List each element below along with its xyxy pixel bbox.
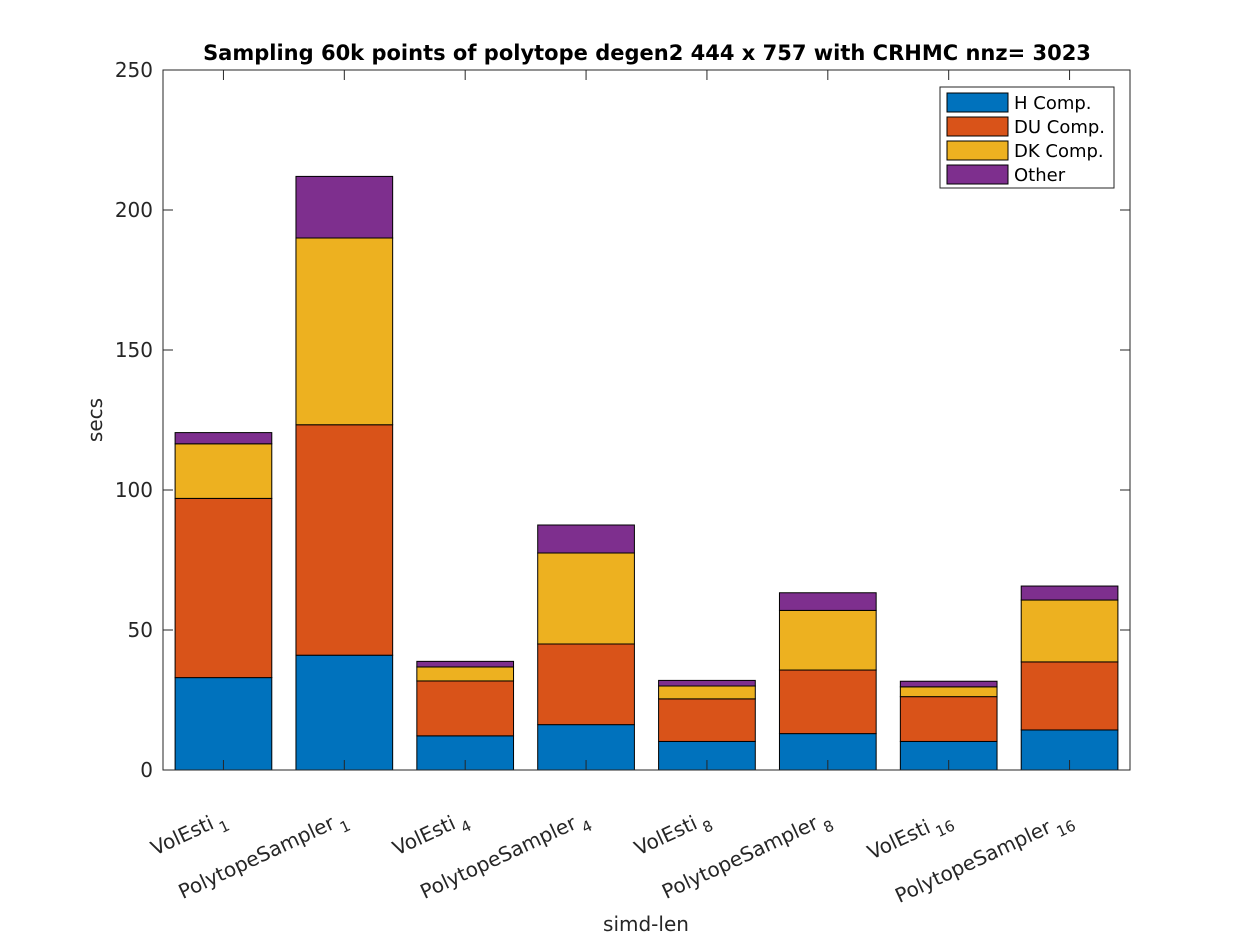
bar-segment-2-series-1	[295, 654, 394, 771]
x-tick-label-subscript: 8	[821, 817, 837, 837]
bar-segment-3-series-4	[416, 660, 515, 668]
bar-segment-5-series-2	[658, 698, 756, 742]
chart-title: Sampling 60k points of polytope degen2 4…	[203, 41, 1091, 65]
legend-label-2: DU Comp.	[1014, 117, 1105, 138]
legend-label-4: Other	[1014, 165, 1066, 186]
bar-segment-6-series-4	[778, 592, 877, 611]
bar-segment-5-series-3	[658, 685, 756, 700]
y-tick-label: 250	[115, 58, 153, 82]
legend: H Comp. DU Comp. DK Comp. Other	[939, 86, 1115, 189]
legend-swatch-3	[946, 140, 1009, 161]
bar-segment-8-series-3	[1020, 599, 1119, 663]
bar-segment-1-series-2	[174, 497, 273, 679]
bar-segment-2-series-4	[295, 175, 394, 239]
legend-label-3: DK Comp.	[1014, 141, 1104, 162]
axes-box	[162, 69, 1131, 771]
y-ticks-group: 0 50 100 150 200 250	[115, 58, 1130, 782]
bar-segment-6-series-3	[778, 609, 877, 671]
y-tick-label: 150	[115, 338, 153, 362]
x-tick-label-subscript: 4	[458, 817, 474, 837]
x-tick-label-text: VolEsti	[630, 811, 700, 861]
bar-segment-2-series-2	[295, 424, 394, 656]
y-tick-label: 0	[140, 758, 153, 782]
y-axis-label: secs	[83, 398, 107, 442]
bar-segment-3-series-2	[416, 680, 515, 737]
bar-segment-7-series-2	[899, 696, 998, 742]
bar-segment-1-series-3	[174, 443, 273, 499]
x-tick-label-text: VolEsti	[389, 811, 459, 861]
bars-group	[174, 175, 1119, 771]
y-tick-label: 100	[115, 478, 153, 502]
bar-segment-4-series-4	[537, 524, 635, 554]
bar-segment-1-series-4	[174, 432, 273, 445]
bar-segment-7-series-3	[899, 686, 998, 698]
bar-segment-3-series-3	[416, 666, 515, 682]
x-tick-label-subscript: 16	[1054, 817, 1079, 841]
bar-segment-7-series-4	[899, 680, 998, 688]
bar-segment-4-series-2	[537, 643, 635, 726]
bar-segment-4-series-3	[537, 552, 635, 645]
x-tick-label-text: VolEsti	[864, 815, 934, 865]
bar-segment-8-series-4	[1020, 585, 1119, 601]
x-tick-label-text: VolEsti	[147, 811, 217, 861]
x-tick-label-subscript: 8	[700, 817, 716, 837]
bar-segment-1-series-1	[174, 677, 273, 771]
x-tick-label: VolEsti8	[630, 805, 716, 867]
x-tick-label: VolEsti4	[389, 805, 475, 867]
bar-segment-2-series-3	[295, 237, 394, 426]
legend-swatch-4	[946, 164, 1009, 185]
legend-swatch-1	[946, 92, 1009, 113]
x-tick-label-subscript: 1	[216, 817, 232, 837]
legend-label-1: H Comp.	[1014, 93, 1092, 114]
x-tick-label-subscript: 1	[337, 817, 353, 837]
bar-segment-6-series-2	[778, 669, 877, 735]
bar-segment-8-series-2	[1020, 661, 1119, 731]
x-tick-label: VolEsti1	[147, 805, 233, 867]
x-tick-label-subscript: 16	[933, 817, 958, 841]
x-axis-label: simd-len	[603, 912, 689, 936]
bar-segment-5-series-4	[658, 679, 756, 687]
y-tick-label: 200	[115, 198, 153, 222]
x-tick-label-subscript: 4	[579, 817, 595, 837]
y-tick-label: 50	[128, 618, 153, 642]
legend-swatch-2	[946, 116, 1009, 137]
